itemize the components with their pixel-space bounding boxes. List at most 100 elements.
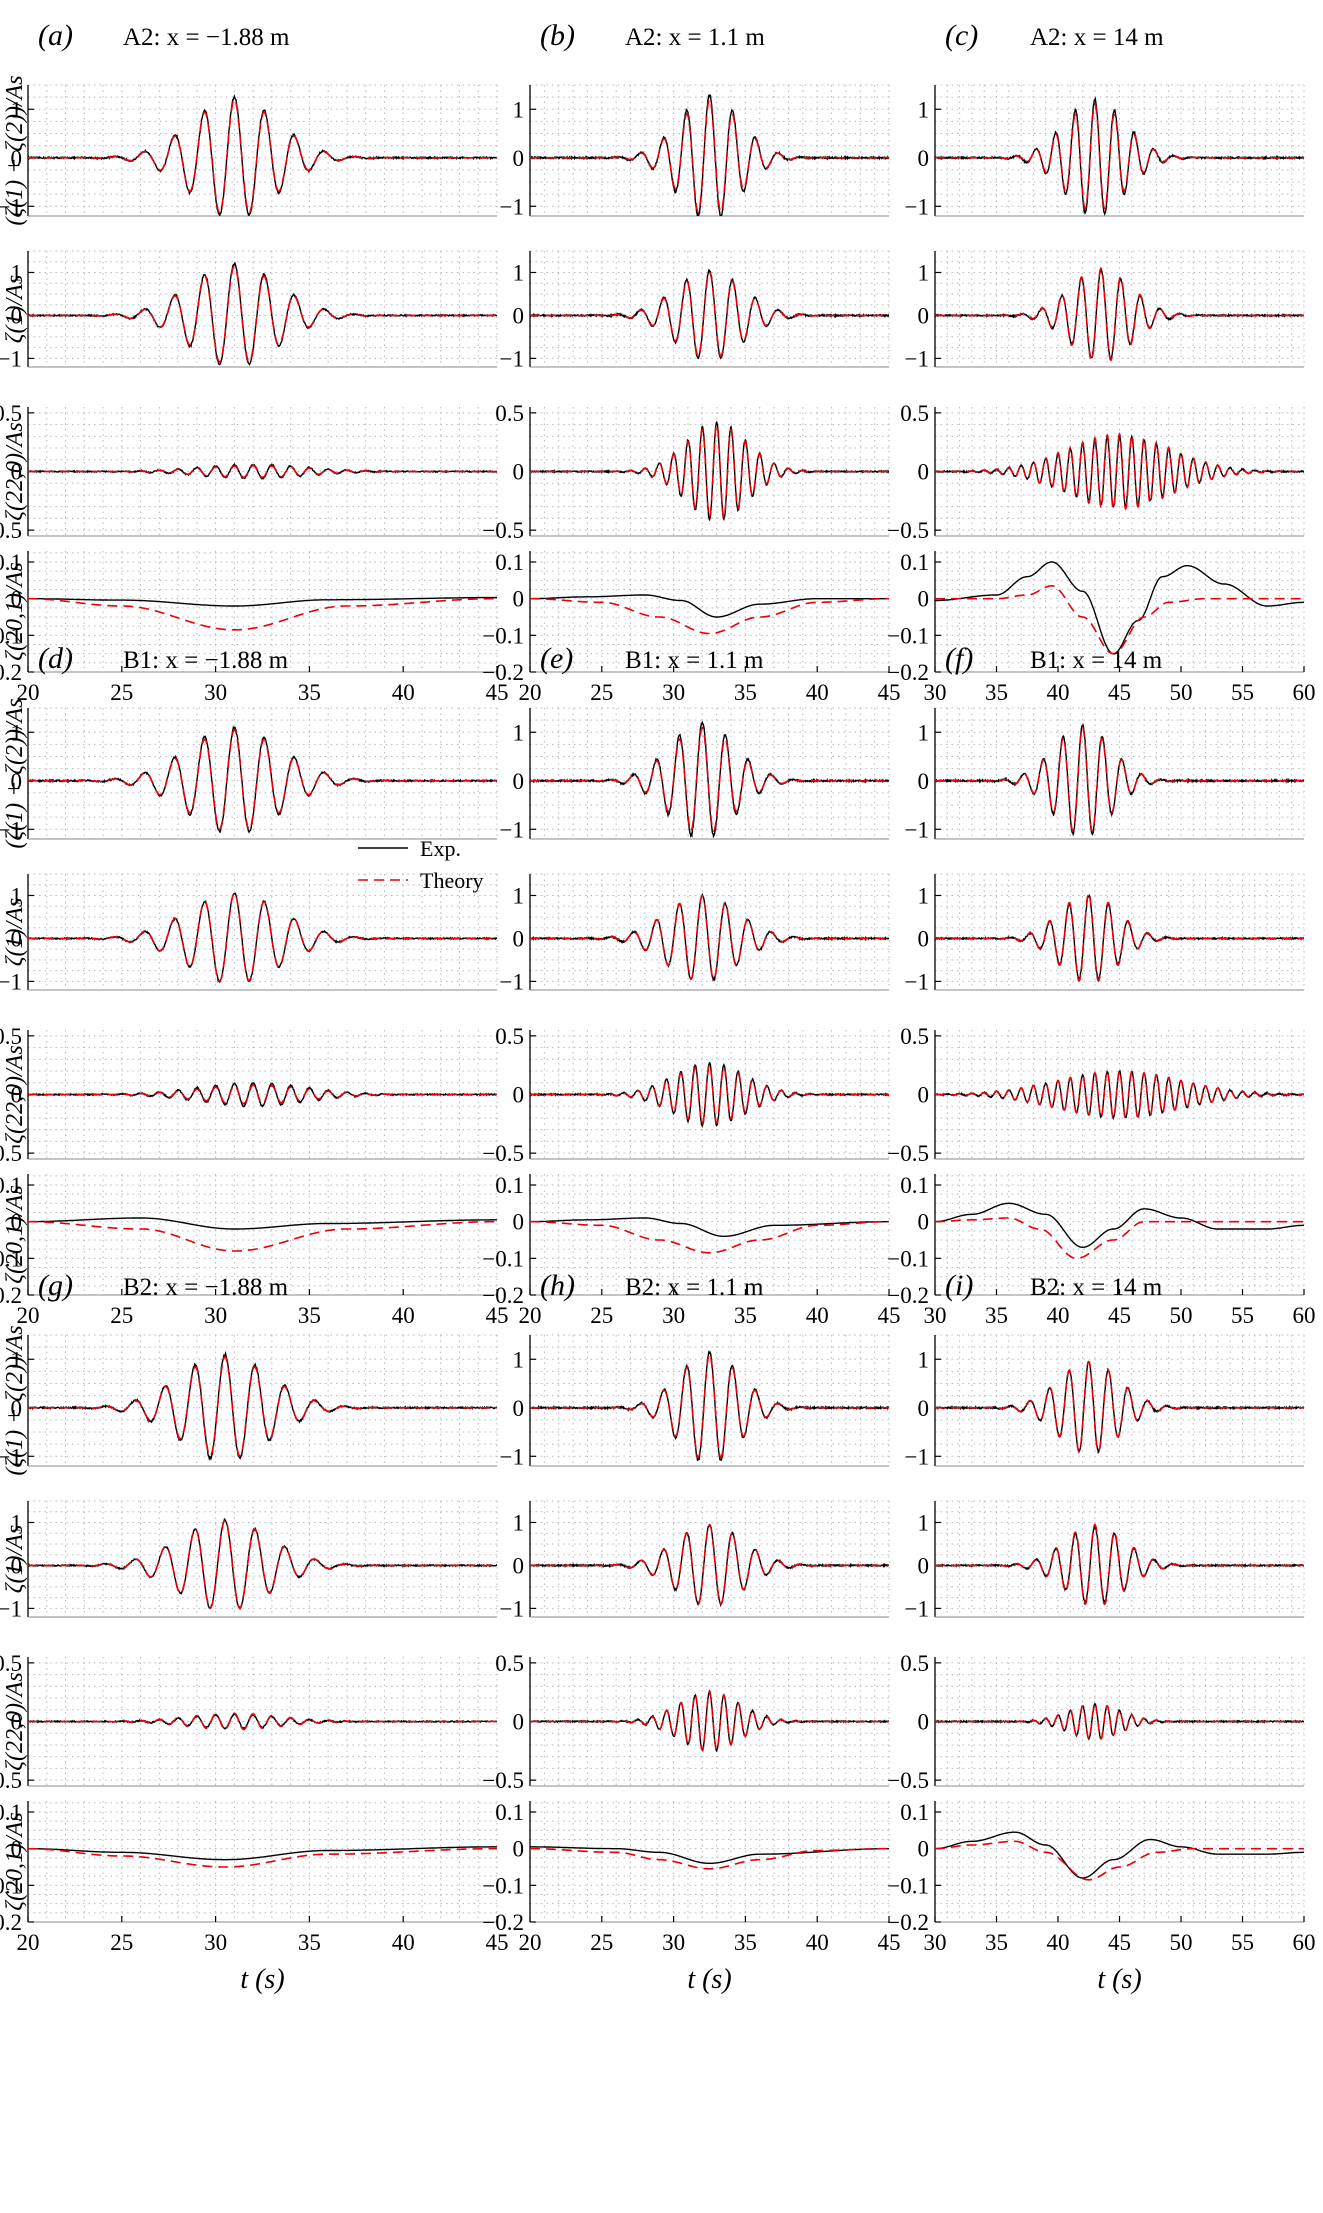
grid <box>27 1500 498 1617</box>
y-tick-label: 0 <box>513 1083 525 1108</box>
y-tick-label: −0.1 <box>0 1873 22 1898</box>
y-tick-label: −1 <box>905 1596 929 1621</box>
panel-h: (h) B2: x = 1.1 m −1 0 1 −1 0 1 −0.5 0 0.5 −0.2 −0.1… <box>482 1269 900 1995</box>
y-tick-label: 0 <box>11 587 23 612</box>
x-tick-label: 30 <box>662 1930 685 1955</box>
grid <box>27 707 498 839</box>
exp-series-line <box>935 561 1304 655</box>
y-tick-label: −1 <box>905 969 929 994</box>
theory-series-line <box>28 265 497 363</box>
grid <box>27 250 498 367</box>
x-tick-label: 50 <box>1170 680 1193 705</box>
y-tick-label: −1 <box>905 1444 929 1469</box>
row-linear: −1 0 1 <box>500 1500 890 1621</box>
theory-series-line <box>935 432 1304 511</box>
y-tick-label: 1 <box>11 1510 23 1535</box>
x-tick-label: 35 <box>298 1930 321 1955</box>
y-tick-label: −1 <box>0 346 22 371</box>
row-total: −1 0 1 <box>905 1334 1305 1469</box>
y-axis-label: (ζ(1) + ζ(2))/As <box>2 75 28 225</box>
y-tick-label: 0.5 <box>495 401 524 426</box>
x-tick-label: 40 <box>1047 680 1070 705</box>
y-axis-label: (ζ(1) + ζ(2))/As <box>2 698 28 848</box>
grid <box>934 1174 1305 1296</box>
y-tick-label: −0.2 <box>0 660 22 685</box>
exp-series-line <box>28 1350 497 1462</box>
y-tick-label: −1 <box>500 817 524 842</box>
x-tick-label: 35 <box>298 680 321 705</box>
row-linear: −1 0 1 <box>500 873 890 994</box>
y-tick-label: 0 <box>918 926 930 951</box>
y-tick-label: 0.1 <box>495 1173 524 1198</box>
panel-f: (f) B1: x = 14 m −1 0 1 −1 0 1 −0.5 0 0.5 −0.2 −0.1 0… <box>887 642 1315 1328</box>
legend: Exp. Theory <box>358 836 484 893</box>
panel-label: (i) <box>945 1269 973 1302</box>
y-tick-label: 0.5 <box>0 1024 22 1049</box>
x-tick-label: 40 <box>1047 1303 1070 1328</box>
theory-series-line <box>28 1712 497 1731</box>
y-tick-label: 1 <box>11 720 23 745</box>
y-tick-label: −1 <box>500 194 524 219</box>
x-tick-label: 30 <box>924 1303 947 1328</box>
y-axis-label: ζ(1)/As <box>2 898 28 966</box>
y-tick-label: 0.1 <box>0 1173 22 1198</box>
theory-series-line <box>530 726 889 832</box>
exp-series-line <box>530 420 889 522</box>
y-tick-label: −1 <box>905 817 929 842</box>
theory-series-line <box>935 726 1304 833</box>
panel-a: (a) A2: x = −1.88 m−101(ζ(1) + ζ(2))/As−1… <box>0 19 509 705</box>
y-tick-label: 0 <box>11 1710 23 1735</box>
y-tick-label: 1 <box>513 260 525 285</box>
x-axis-label: t (s) <box>687 1964 731 1995</box>
y-tick-label: −0.1 <box>482 623 524 648</box>
exp-series-line <box>28 462 497 480</box>
grid <box>529 250 890 367</box>
row-super: −0.5 0 0.5 <box>482 1651 890 1793</box>
row-total: −1 0 1(ζ(1) + ζ(2))/As <box>0 1325 498 1476</box>
row-super: −0.5 0 0.5 <box>482 1024 890 1166</box>
y-tick-label: −0.5 <box>482 1768 524 1793</box>
panel-d: (d) B1: x = −1.88 m−101(ζ(1) + ζ(2))/As−1… <box>0 642 509 1328</box>
x-axis-label: t (s) <box>240 1964 284 1995</box>
y-tick-label: −0.5 <box>482 518 524 543</box>
exp-series-line <box>530 268 889 360</box>
x-axis-label: t (s) <box>1097 1964 1141 1995</box>
x-tick-label: 45 <box>486 1303 509 1328</box>
x-tick-label: 25 <box>590 1303 613 1328</box>
row-sub: −0.2 −0.1 0 0.1ζ(20,1)/As 20 25 30 35 40 45 <box>0 550 509 705</box>
y-tick-label: 0 <box>11 1083 23 1108</box>
y-tick-label: −0.5 <box>0 1141 22 1166</box>
theory-series-line <box>530 1847 889 1870</box>
y-tick-label: 0 <box>513 460 525 485</box>
y-axis-label: ζ(22,0)/As <box>2 1045 28 1143</box>
y-tick-label: −0.2 <box>0 1910 22 1935</box>
x-tick-label: 20 <box>519 680 542 705</box>
y-tick-label: 0.1 <box>900 1800 929 1825</box>
y-axis-label: ζ(20,1)/As <box>2 1812 28 1910</box>
y-tick-label: 0 <box>513 1710 525 1735</box>
legend-exp-label: Exp. <box>420 836 461 861</box>
grid <box>934 1334 1305 1466</box>
y-tick-label: −0.5 <box>887 518 929 543</box>
panel-title: A2: x = 1.1 m <box>625 24 765 51</box>
x-tick-label: 30 <box>924 680 947 705</box>
y-tick-label: −1 <box>0 1444 22 1469</box>
y-tick-label: 0 <box>513 1837 525 1862</box>
row-sub: −0.2 −0.1 0 0.1 30 35 40 45 50 55 60 <box>887 1173 1315 1328</box>
y-tick-label: 1 <box>513 720 525 745</box>
y-tick-label: −1 <box>500 1444 524 1469</box>
x-tick-label: 45 <box>486 680 509 705</box>
row-total: −1 0 1 <box>500 707 890 842</box>
x-tick-label: 25 <box>590 1930 613 1955</box>
y-tick-label: 0 <box>11 1396 23 1421</box>
y-tick-label: −0.1 <box>887 623 929 648</box>
row-super: −0.5 0 0.5 <box>887 1024 1305 1166</box>
x-tick-label: 35 <box>734 1303 757 1328</box>
y-tick-label: 0.5 <box>0 401 22 426</box>
panel-label: (d) <box>38 642 73 675</box>
y-tick-label: −0.5 <box>887 1141 929 1166</box>
exp-series-line <box>530 892 889 982</box>
y-tick-label: 0 <box>513 587 525 612</box>
y-tick-label: −0.5 <box>0 518 22 543</box>
theory-series-line <box>935 1840 1304 1881</box>
